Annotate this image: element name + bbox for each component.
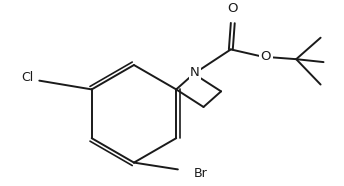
Text: N: N [190,66,200,79]
Text: O: O [227,2,238,15]
Text: Br: Br [193,167,207,180]
Text: Cl: Cl [21,71,33,84]
Text: O: O [261,50,271,63]
